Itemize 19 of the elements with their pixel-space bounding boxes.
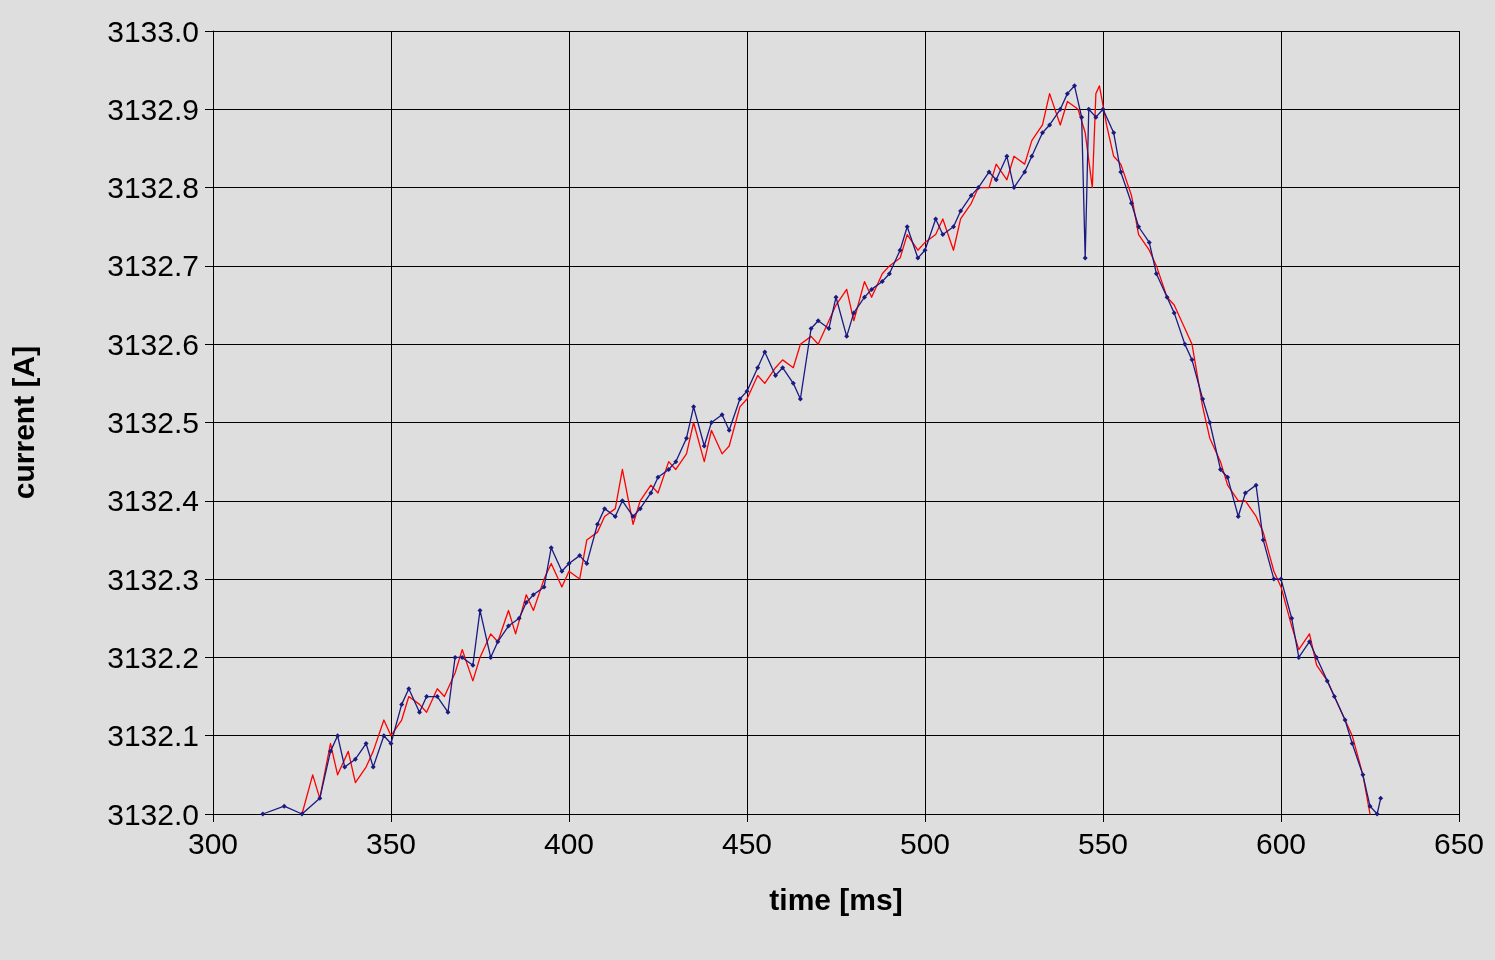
y-tick-label: 3132.6 <box>107 327 199 361</box>
y-tick-label: 3132.8 <box>107 171 199 205</box>
y-tick-label: 3132.2 <box>107 640 199 674</box>
x-tick-label: 600 <box>1255 826 1307 860</box>
x-tick-label: 350 <box>365 826 417 860</box>
y-axis-title: current [A] <box>6 345 40 500</box>
y-tick-label: 3132.5 <box>107 406 199 439</box>
x-tick-label: 500 <box>899 826 951 860</box>
y-tick-label: 3133.0 <box>107 14 199 48</box>
x-tick-label: 650 <box>1433 826 1485 860</box>
y-tick-label: 3132.1 <box>107 719 199 753</box>
y-tick-label: 3132.3 <box>107 562 199 596</box>
y-tick-label: 3132.7 <box>107 249 199 283</box>
y-tick-label: 3132.4 <box>107 484 199 518</box>
y-tick-label: 3132.9 <box>107 92 199 126</box>
x-tick-label: 550 <box>1077 826 1129 860</box>
x-tick-label: 450 <box>721 826 773 860</box>
x-tick-label: 400 <box>543 826 595 860</box>
x-axis-title: time [ms] <box>769 882 903 916</box>
